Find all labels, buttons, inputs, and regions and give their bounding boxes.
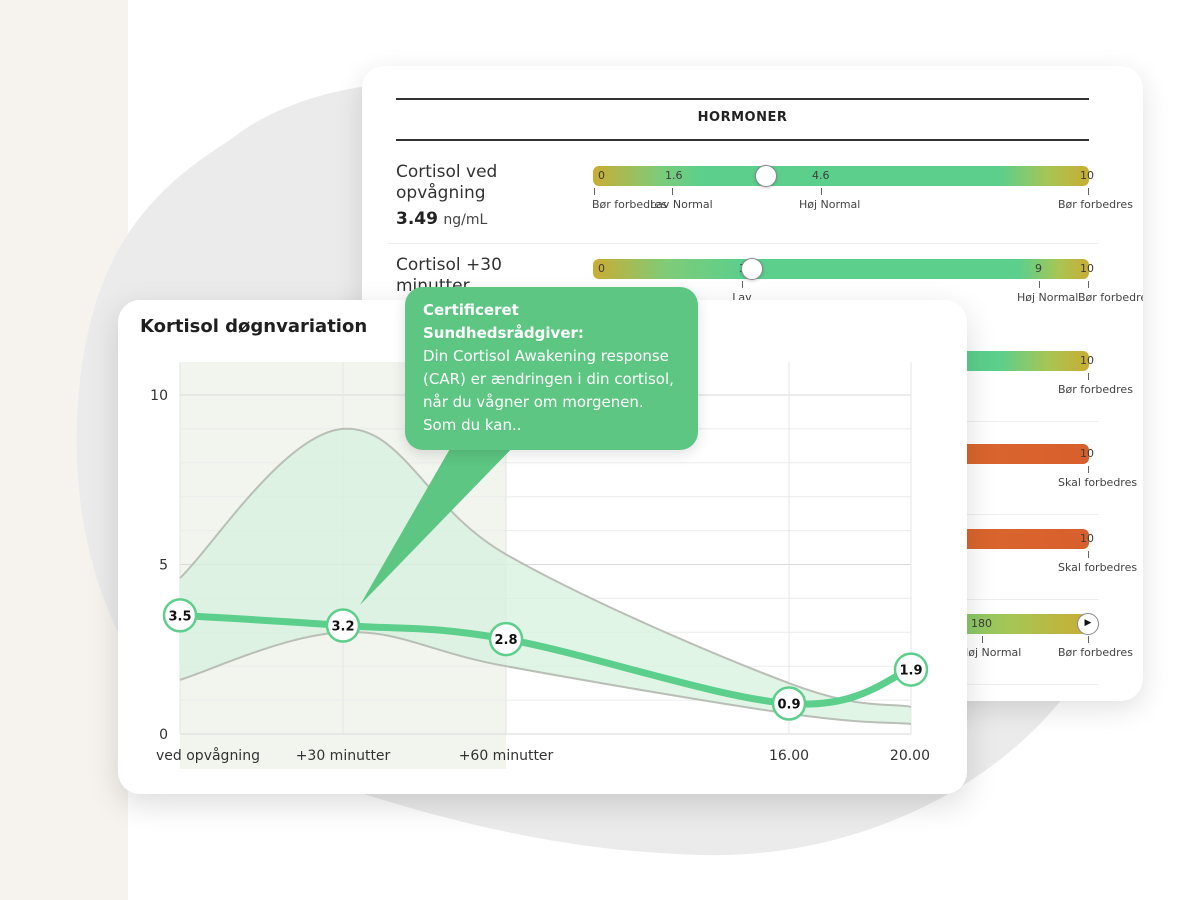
panel-top-rule: [396, 98, 1089, 100]
row-1-tick-label: Bør forbedres: [592, 198, 667, 211]
row-1-scale-max: 10: [1080, 169, 1094, 182]
chart-title: Kortisol døgnvariation: [140, 316, 368, 337]
row-3-tick: [1088, 373, 1089, 380]
row-6-inner-label: 180: [971, 617, 992, 630]
row-1-tick: [672, 188, 673, 195]
data-point: [893, 652, 929, 687]
row-1-tick-label: Bør forbedres: [1058, 198, 1133, 211]
row-4-scale-max: 10: [1080, 447, 1094, 460]
row-6-tick-label: Bør forbedres: [1058, 646, 1133, 659]
data-label: 0.9: [777, 697, 800, 712]
x-tick-label: 20.00: [890, 748, 930, 764]
row-1-inner-label-low: 1.6: [665, 169, 683, 182]
data-point: [325, 608, 361, 643]
row-2-range-bar: 0 3 9 10: [593, 258, 1094, 280]
row-1-tick-label: Høj Normal: [799, 198, 861, 211]
row-2-tick: [742, 281, 743, 288]
data-point: [488, 621, 524, 657]
row-1-scale-min: 0: [598, 169, 605, 182]
row-1-name: Cortisol ved opvågning: [396, 162, 498, 203]
tooltip-body: Din Cortisol Awakening response (CAR) er…: [423, 347, 674, 434]
data-point: [771, 686, 807, 721]
row-1-inner-label-high: 4.6: [812, 169, 830, 182]
row-1-marker[interactable]: [755, 165, 777, 187]
data-label: 1.9: [899, 664, 922, 679]
row-2-scale-min: 0: [598, 262, 605, 275]
row-2-tick-label: Høj Normal: [1017, 291, 1079, 304]
y-tick-label: 10: [150, 388, 168, 404]
play-arrow-icon[interactable]: ▶: [1077, 613, 1099, 635]
panel-title-rule: [396, 139, 1089, 141]
tooltip-heading: Certificeret Sundhedsrådgiver:: [423, 301, 584, 342]
row-1-range-bar: 0 1.6 4.6 10: [593, 165, 1094, 187]
row-1-tick: [594, 188, 595, 195]
row-1-tick-label: Lav Normal: [650, 198, 713, 211]
row-2-tick-label: Bør forbedres: [1078, 291, 1143, 304]
x-tick-label: 16.00: [769, 748, 809, 764]
row-3-scale-max: 10: [1080, 354, 1094, 367]
row-2-tick-label: Lav: [732, 291, 752, 304]
data-label: 2.8: [494, 633, 517, 648]
row-6-tick: [1088, 636, 1089, 643]
row-separator: [388, 243, 1099, 244]
reference-band-lower: [179, 631, 912, 725]
x-tick-label: +60 minutter: [459, 748, 554, 764]
row-4-tick-label: Skal forbedres: [1058, 476, 1138, 489]
row-1-unit: ng/mL: [443, 212, 488, 228]
row-2-tick: [1088, 281, 1089, 288]
y-tick-label: 5: [159, 558, 168, 574]
panel-title: HORMONER: [697, 110, 788, 125]
row-1-tick: [1088, 188, 1089, 195]
x-tick-label: +30 minutter: [296, 748, 391, 764]
row-3-tick-label: Bør forbedres: [1058, 383, 1133, 396]
row-4-tick: [1088, 466, 1089, 473]
data-label: 3.5: [168, 609, 191, 624]
row-6-tick: [982, 636, 983, 643]
row-5-tick-label: Skal forbedres: [1058, 561, 1138, 574]
x-tick-label: ved opvågning: [156, 747, 260, 764]
row-1-tick: [821, 188, 822, 195]
y-tick-label: 0: [159, 727, 168, 743]
row-2-tick: [1039, 281, 1040, 288]
row-2-marker[interactable]: [741, 258, 763, 280]
row-5-tick: [1088, 551, 1089, 558]
data-point: [162, 598, 198, 633]
row-1-value: 3.49 ng/mL: [396, 209, 487, 229]
row-6-tick-label: Høj Normal: [960, 646, 1022, 659]
data-label: 3.2: [331, 620, 354, 635]
advisor-tooltip[interactable]: Certificeret Sundhedsrådgiver: Din Corti…: [405, 287, 698, 450]
row-2-scale-max: 10: [1080, 262, 1094, 275]
row-5-scale-max: 10: [1080, 532, 1094, 545]
row-2-inner-label-high: 9: [1035, 262, 1042, 275]
row-1-value-number: 3.49: [396, 209, 438, 229]
